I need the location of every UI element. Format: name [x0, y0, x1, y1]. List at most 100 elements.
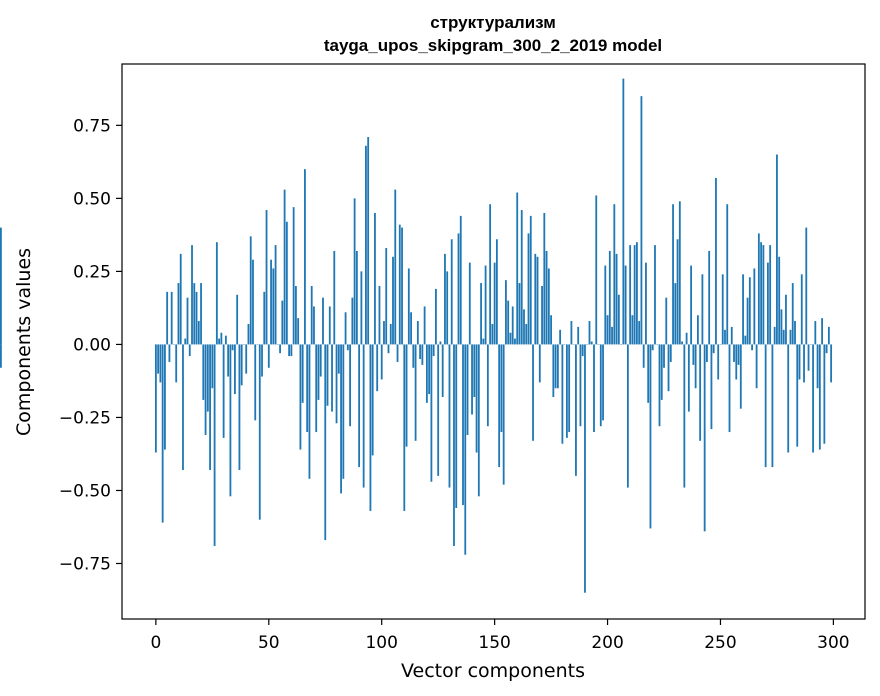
bar-component-152: [498, 344, 501, 468]
bar-component-65: [301, 344, 304, 403]
bar-component-14: [186, 297, 189, 345]
bar-component-86: [349, 344, 351, 427]
chart-title: структурализм: [430, 13, 556, 32]
bar-component-4: [164, 344, 166, 450]
bar-component-261: [744, 335, 747, 345]
bar-component-238: [692, 344, 695, 365]
chart-subtitle: tayga_upos_skipgram_300_2_2019 model: [324, 36, 662, 55]
bar-component-92: [362, 344, 365, 488]
bar-component-147: [486, 344, 489, 427]
bar-component-280: [787, 344, 790, 453]
bar-component-254: [728, 344, 731, 433]
bar-component-115: [414, 344, 417, 441]
bar-component-70: [313, 306, 315, 345]
bar-component-223: [658, 344, 661, 427]
x-tick-label: 0: [150, 633, 161, 653]
bar-component-171: [541, 286, 543, 345]
bar-component-127: [441, 344, 444, 397]
bar-component-294: [818, 344, 821, 450]
bar-component-1: [157, 344, 160, 374]
bar-component-123: [432, 344, 435, 357]
bar-component-6: [168, 344, 171, 362]
bar-component-56: [281, 300, 284, 345]
bar-component-103: [387, 344, 390, 354]
bar-component-159: [514, 338, 516, 345]
bar-component-18: [195, 291, 198, 345]
bar-component-235: [685, 332, 688, 345]
bar-component-122: [430, 344, 433, 482]
bar-component-293: [816, 344, 819, 389]
bar-component-234: [683, 344, 686, 488]
bar-component-91: [360, 271, 363, 345]
bar-component-162: [520, 210, 523, 345]
bar-component-256: [733, 344, 735, 362]
bar-component-108: [398, 224, 401, 345]
bar-component-228: [669, 344, 672, 362]
bar-component-277: [780, 309, 783, 345]
bar-component-27: [215, 242, 218, 345]
bar-component-109: [401, 227, 403, 345]
bar-component-25: [211, 344, 214, 389]
bar-component-225: [663, 344, 665, 368]
bar-component-270: [764, 344, 767, 468]
bar-component-260: [742, 274, 744, 345]
bar-component-146: [484, 265, 487, 345]
bar-component-265: [753, 268, 756, 345]
bar-component-3: [161, 344, 164, 523]
bar-component-24: [209, 344, 211, 471]
bar-component-94: [367, 137, 370, 345]
bar-component-160: [516, 192, 519, 345]
bar-component-47: [261, 344, 263, 377]
x-tick-label: 250: [704, 633, 736, 653]
bar-component-192: [588, 321, 591, 345]
bar-component-233: [681, 341, 683, 345]
bar-component-282: [791, 283, 794, 345]
bar-component-101: [383, 321, 385, 345]
bar-component-84: [344, 312, 347, 345]
bar-component-237: [690, 265, 693, 345]
bar-component-96: [371, 344, 374, 456]
bar-component-211: [631, 315, 634, 345]
bar-component-208: [624, 265, 627, 345]
bar-component-77: [328, 306, 331, 345]
bar-component-71: [315, 344, 318, 433]
bar-component-111: [405, 344, 408, 447]
bar-component-66: [304, 169, 306, 345]
bar-component-164: [525, 323, 528, 345]
bar-component-38: [240, 344, 243, 386]
bar-component-64: [299, 344, 302, 450]
bar-component-110: [403, 344, 406, 511]
bar-component-23: [206, 344, 209, 412]
x-tick-label: 100: [365, 633, 397, 653]
bar-component-218: [647, 344, 650, 403]
bar-component-93: [365, 145, 367, 345]
bar-component-135: [459, 215, 462, 345]
bar-component-219: [649, 344, 652, 529]
bar-component-284: [796, 344, 799, 447]
bar-component-203: [613, 204, 616, 345]
bar-component-195: [595, 195, 598, 345]
bar-component-118: [421, 344, 424, 365]
bar-component-165: [527, 233, 530, 345]
bar-component-29: [220, 332, 223, 345]
bar-component-199: [604, 265, 607, 345]
bar-component-227: [667, 344, 670, 392]
bar-component-231: [676, 239, 679, 345]
bar-component-170: [538, 344, 541, 383]
bar-component-251: [721, 274, 724, 345]
x-tick-label: 50: [258, 633, 280, 653]
y-tick-label: 0.50: [73, 189, 111, 209]
y-tick-label: 0.25: [73, 262, 111, 282]
bar-component-289: [807, 344, 810, 371]
bar-component-177: [554, 344, 557, 389]
bar-component-82: [340, 344, 342, 494]
bar-component-88: [353, 198, 356, 345]
bar-component-34: [231, 344, 234, 351]
bar-component-205: [617, 294, 620, 345]
bar-component-12: [182, 344, 184, 471]
bar-component-297: [825, 344, 828, 354]
bar-component-217: [645, 262, 647, 345]
y-tick-label: −0.50: [59, 481, 111, 501]
